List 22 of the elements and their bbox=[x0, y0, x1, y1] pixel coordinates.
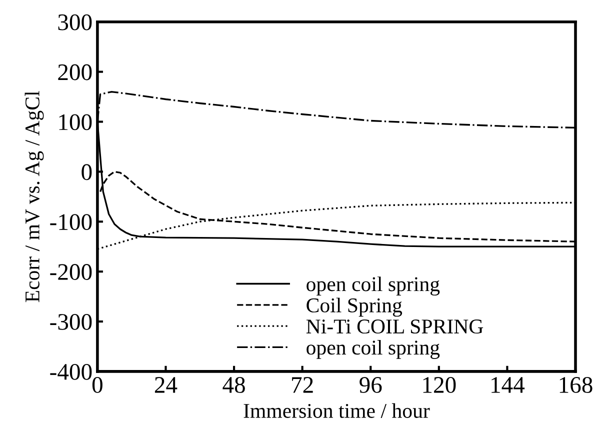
y-tick-label: -300 bbox=[50, 314, 92, 330]
legend-label: open coil spring bbox=[306, 340, 440, 359]
legend-label: Coil Spring bbox=[306, 298, 402, 317]
y-tick-label: -200 bbox=[50, 264, 92, 280]
x-tick-label: 96 bbox=[360, 377, 382, 393]
x-tick-label: 168 bbox=[560, 376, 592, 393]
y-tick-label: 200 bbox=[58, 64, 92, 80]
y-tick-label: 300 bbox=[58, 14, 92, 30]
x-tick-label: 120 bbox=[423, 376, 456, 393]
y-tick-label: -100 bbox=[50, 214, 92, 230]
legend-label: open coil spring bbox=[306, 276, 440, 296]
legend-label: Ni-Ti COIL SPRING bbox=[306, 320, 484, 334]
x-tick-label: 48 bbox=[222, 376, 245, 393]
x-tick-label: 24 bbox=[154, 377, 178, 393]
y-tick-label: 100 bbox=[59, 114, 92, 130]
x-tick-label: 144 bbox=[492, 377, 525, 393]
x-tick-label: 0 bbox=[92, 376, 102, 393]
x-tick-label: 72 bbox=[292, 377, 313, 393]
y-tick-label: -400 bbox=[50, 364, 92, 380]
y-tick-label: 0 bbox=[82, 164, 92, 180]
y-axis-title: Ecorr / mV vs. Ag / AgCl bbox=[24, 91, 44, 302]
x-axis-title: Immersion time / hour bbox=[244, 403, 430, 418]
